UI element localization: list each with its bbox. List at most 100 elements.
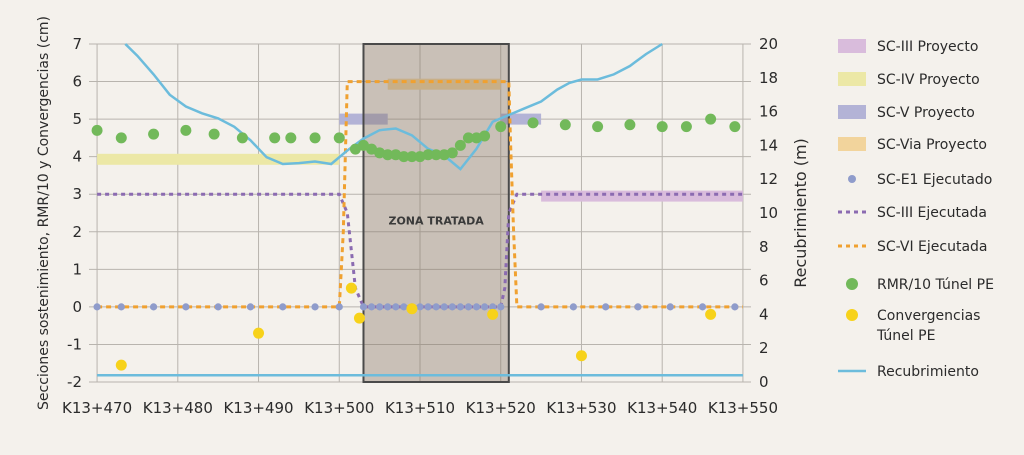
legend-label: SC-III Proyecto <box>877 39 978 55</box>
legend-swatch <box>838 39 866 53</box>
point-rmr <box>309 132 321 144</box>
point-sc-e1 <box>416 303 424 311</box>
point-sc-e1 <box>472 303 481 311</box>
y-left-tick-label: -1 <box>67 335 82 353</box>
point-sc-e1 <box>634 303 642 311</box>
point-convergencias <box>353 312 365 324</box>
point-sc-e1 <box>537 303 545 311</box>
point-rmr <box>180 124 192 136</box>
point-rmr <box>285 132 297 144</box>
legend-item: SC-IV Proyecto <box>838 72 980 88</box>
point-sc-e1 <box>456 303 464 311</box>
legend-item: Recubrimiento <box>838 364 979 380</box>
x-tick-label: K13+550 <box>708 399 778 417</box>
x-tick-label: K13+540 <box>627 399 697 417</box>
legend-label: Convergencias Túnel PE <box>876 308 980 344</box>
point-sc-e1 <box>489 303 497 311</box>
point-rmr <box>559 119 571 131</box>
point-rmr <box>495 121 507 133</box>
legend-item: SC-III Ejecutada <box>838 205 987 221</box>
x-tick-label: K13+530 <box>546 399 616 417</box>
y-right-tick-label: 10 <box>759 204 778 222</box>
y-right-tick-label: 4 <box>759 305 769 323</box>
band-sc-iv-proyecto <box>97 153 340 165</box>
point-sc-e1 <box>93 303 101 311</box>
point-rmr <box>91 124 103 136</box>
y-right-tick-label: 12 <box>759 170 778 188</box>
point-rmr <box>269 132 281 144</box>
legend: SC-III Proyecto SC-IV Proyecto SC-V Proyec… <box>838 39 994 380</box>
point-sc-e1 <box>569 303 577 311</box>
x-tick-label: K13+480 <box>143 399 213 417</box>
y-left-tick-label: 6 <box>72 73 82 91</box>
point-sc-e1 <box>448 303 456 311</box>
point-rmr <box>680 121 692 133</box>
point-rmr <box>592 121 604 133</box>
band-sc-iii-proyecto <box>541 190 743 202</box>
point-sc-e1 <box>432 303 440 311</box>
treated-zone-label: ZONA TRATADA <box>388 214 484 227</box>
point-sc-e1 <box>182 303 190 311</box>
y-right-tick-label: 6 <box>759 272 769 290</box>
point-rmr <box>422 149 434 161</box>
y-right-tick-label: 18 <box>759 69 778 87</box>
point-rmr <box>462 132 474 144</box>
point-rmr <box>398 151 410 163</box>
y-left-axis-title: Secciones sostenimiento, RMR/10 y Conver… <box>36 16 52 410</box>
point-convergencias <box>115 359 127 371</box>
point-rmr <box>624 119 636 131</box>
y-right-tick-label: 0 <box>759 373 769 391</box>
point-convergencias <box>705 308 717 320</box>
legend-swatch <box>838 105 866 119</box>
point-rmr <box>729 121 741 133</box>
point-rmr <box>208 128 220 140</box>
x-tick-label: K13+510 <box>385 399 455 417</box>
legend-label: SC-V Proyecto <box>877 105 975 121</box>
point-sc-e1 <box>497 303 505 311</box>
point-sc-e1 <box>311 303 319 311</box>
series-recubrimiento <box>124 42 663 171</box>
point-rmr <box>236 132 248 144</box>
legend-swatch <box>838 72 866 86</box>
point-convergencias <box>345 282 357 294</box>
point-convergencias <box>487 308 499 320</box>
point-rmr <box>656 121 668 133</box>
legend-label: SC-IV Proyecto <box>877 72 980 88</box>
point-sc-e1 <box>384 303 392 311</box>
point-convergencias <box>253 327 265 339</box>
y-left-tick-label: -2 <box>67 373 82 391</box>
legend-label: SC-E1 Ejecutado <box>877 172 992 188</box>
point-rmr <box>705 113 717 125</box>
band-sc-v-proyecto <box>500 113 542 125</box>
point-rmr <box>333 132 345 144</box>
point-sc-e1 <box>117 303 125 311</box>
x-tick-label: K13+490 <box>223 399 293 417</box>
legend-swatch <box>838 137 866 151</box>
legend-label-line: Convergencias <box>877 308 980 324</box>
y-left-tick-label: 1 <box>72 260 82 278</box>
legend-label: SC-III Ejecutada <box>877 205 987 221</box>
legend-item: SC-Via Proyecto <box>838 137 987 153</box>
legend-label-line: Túnel PE <box>876 328 935 344</box>
point-rmr <box>430 149 442 161</box>
point-sc-e1 <box>440 303 448 311</box>
point-sc-e1 <box>731 303 739 311</box>
x-tick-label: K13+520 <box>466 399 536 417</box>
legend-item: RMR/10 Túnel PE <box>846 277 994 293</box>
legend-swatch <box>848 175 856 183</box>
y-left-tick-label: 4 <box>72 148 82 166</box>
point-rmr <box>382 149 394 161</box>
point-sc-e1 <box>376 303 384 311</box>
point-convergencias <box>575 350 587 362</box>
y-right-tick-label: 2 <box>759 339 769 357</box>
point-convergencias <box>406 303 418 315</box>
chart-marks <box>91 42 743 377</box>
point-sc-e1 <box>214 303 222 311</box>
x-tick-label: K13+470 <box>62 399 132 417</box>
y-left-tick-label: 2 <box>72 223 82 241</box>
legend-item: Convergencias Túnel PE <box>846 308 980 344</box>
point-rmr <box>115 132 127 144</box>
point-sc-e1 <box>246 303 255 311</box>
y-right-tick-label: 20 <box>759 35 778 53</box>
